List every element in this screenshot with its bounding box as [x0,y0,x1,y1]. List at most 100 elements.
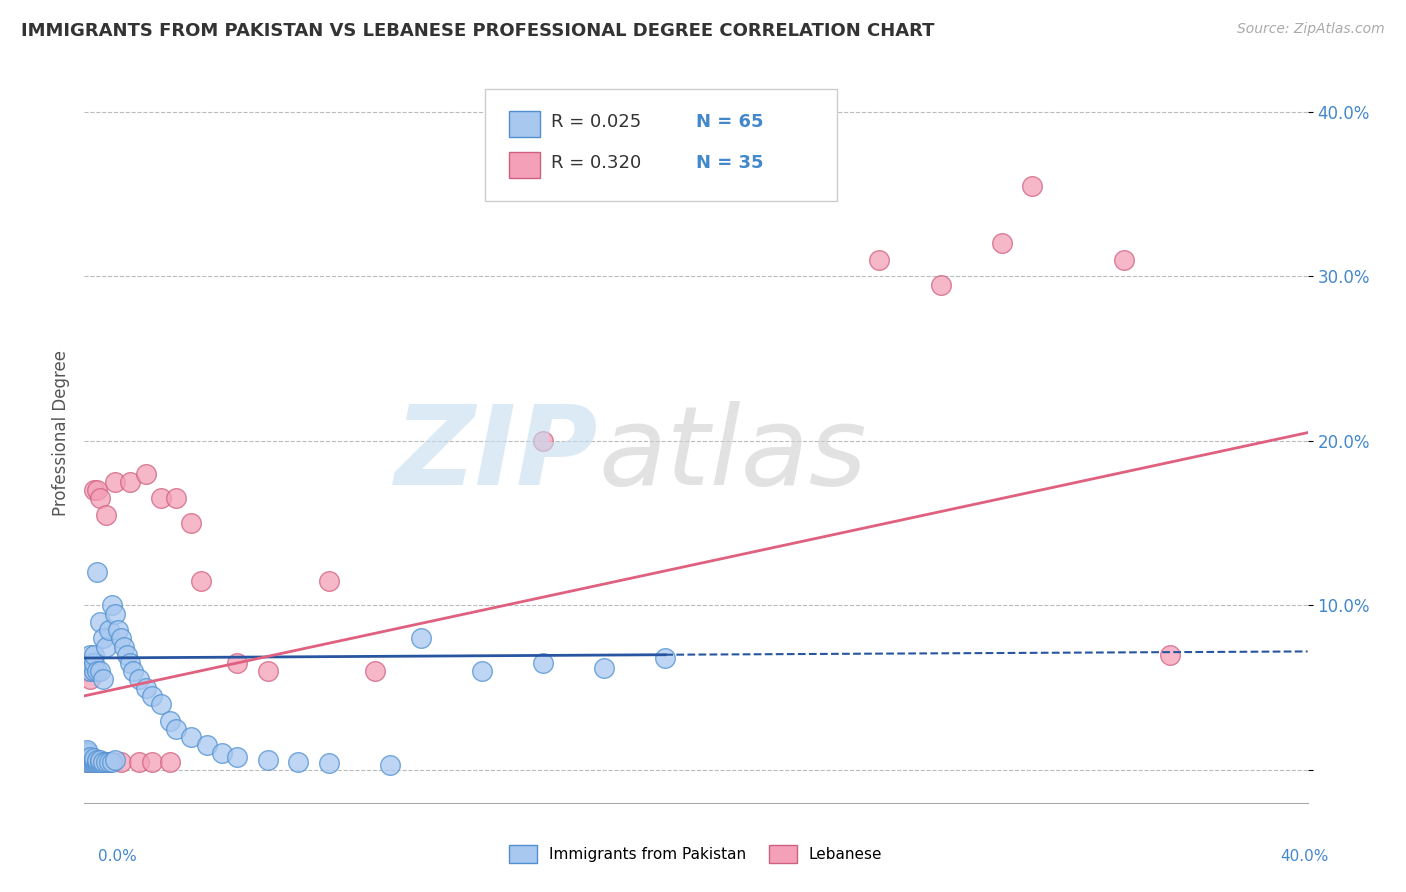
Point [76,751,98,765]
Point [89,753,111,767]
Text: R = 0.025: R = 0.025 [551,113,641,131]
Point [257,753,280,767]
Point [76,755,98,769]
Text: atlas: atlas [598,401,866,508]
Point [654,651,676,665]
Point [128,673,150,687]
Point [120,656,142,670]
Point [141,755,163,769]
Point [107,623,129,637]
Point [79,664,101,678]
Point [471,664,494,678]
Point [1021,178,1043,193]
Point [79,749,101,764]
Point [86,755,108,769]
Point [364,664,387,678]
Point [83,483,105,498]
Point [101,599,124,613]
Text: N = 65: N = 65 [696,113,763,131]
Point [76,743,98,757]
Text: 40.0%: 40.0% [1281,849,1329,863]
Point [159,714,181,728]
Point [79,753,101,767]
Point [195,738,218,752]
Point [79,673,101,687]
Point [79,755,101,769]
Point [141,689,163,703]
Point [149,491,172,506]
Point [1159,648,1181,662]
Point [380,758,402,772]
Text: 0.0%: 0.0% [98,849,138,863]
Point [593,661,616,675]
Y-axis label: Professional Degree: Professional Degree [52,350,70,516]
Point [97,623,120,637]
Text: ZIP: ZIP [395,401,598,508]
Point [83,664,105,678]
Point [83,755,105,769]
Point [76,664,98,678]
Point [94,640,117,654]
Point [287,755,309,769]
Point [135,467,157,481]
Point [89,615,111,629]
Text: Source: ZipAtlas.com: Source: ZipAtlas.com [1237,22,1385,37]
Point [531,434,554,448]
Point [318,574,340,588]
Point [79,755,101,769]
Point [101,755,124,769]
Point [531,656,554,670]
Text: IMMIGRANTS FROM PAKISTAN VS LEBANESE PROFESSIONAL DEGREE CORRELATION CHART: IMMIGRANTS FROM PAKISTAN VS LEBANESE PRO… [21,22,935,40]
Point [89,491,111,506]
Point [91,632,114,646]
Point [257,664,280,678]
Point [159,755,181,769]
Point [190,574,212,588]
Point [409,632,432,646]
Point [76,747,98,761]
Point [1114,252,1136,267]
Point [226,656,249,670]
Point [115,648,138,662]
Point [76,755,98,769]
Point [89,664,111,678]
Point [86,753,108,767]
Point [97,755,120,769]
Point [91,755,114,769]
Point [122,664,145,678]
Point [83,751,105,765]
Point [79,751,101,765]
Point [97,755,120,769]
Point [83,755,105,769]
Point [128,755,150,769]
Point [104,475,127,489]
Point [76,753,98,767]
Point [991,236,1014,251]
Point [91,673,114,687]
Point [94,755,117,769]
Point [869,252,891,267]
Point [91,755,114,769]
Point [685,137,707,152]
Point [211,747,233,761]
Point [76,745,98,759]
Point [929,277,952,292]
Point [110,632,132,646]
Point [165,722,187,736]
Point [83,648,105,662]
Point [79,648,101,662]
Point [104,607,127,621]
Point [135,681,157,695]
Point [86,566,108,580]
Point [83,753,105,767]
Point [120,475,142,489]
Point [79,656,101,670]
Text: N = 35: N = 35 [696,154,763,172]
Point [76,749,98,764]
Text: R = 0.320: R = 0.320 [551,154,641,172]
Point [86,664,108,678]
Point [110,755,132,769]
Point [112,640,135,654]
Point [318,756,340,771]
Point [104,753,127,767]
